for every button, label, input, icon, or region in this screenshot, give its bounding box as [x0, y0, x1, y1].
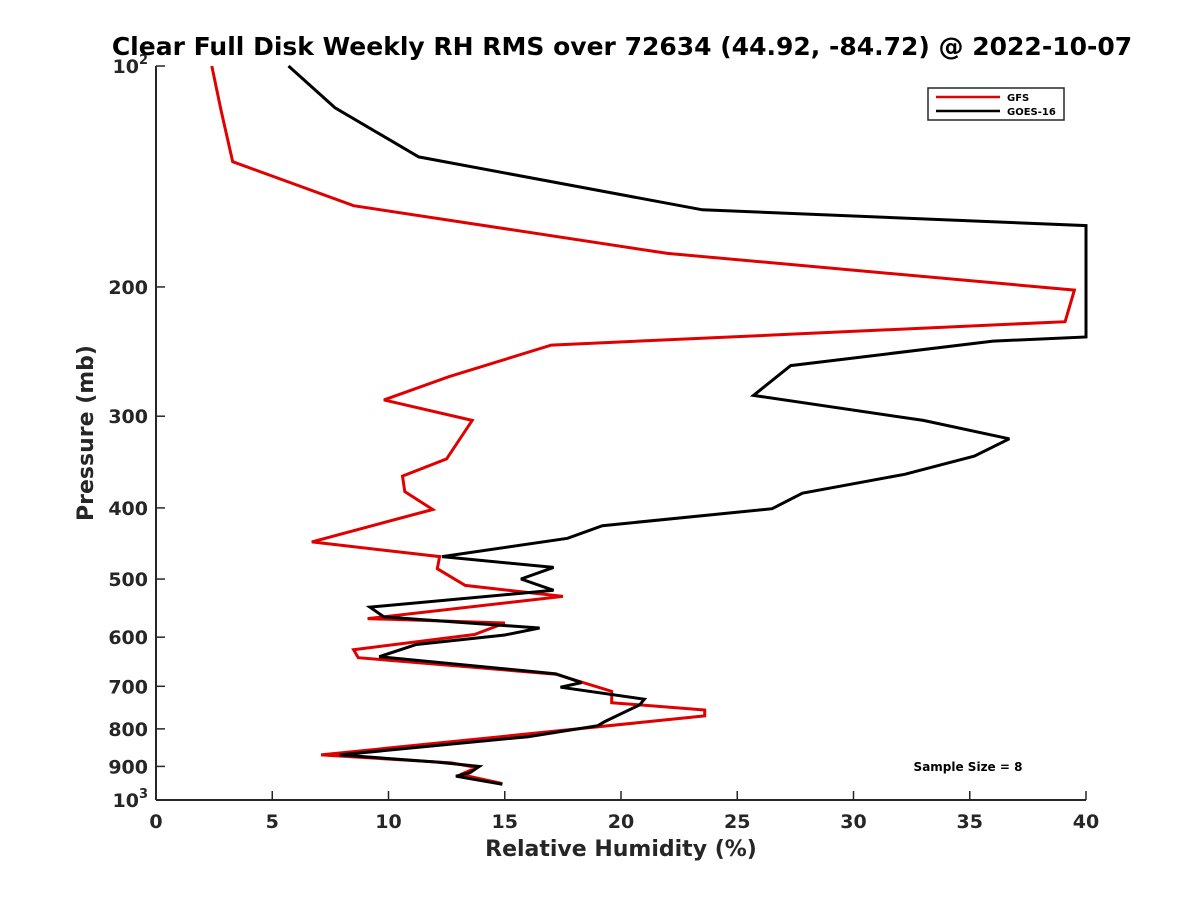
legend: GFS GOES-16: [927, 87, 1065, 121]
legend-label-gfs: GFS: [1007, 93, 1029, 104]
y-axis-label: Pressure (mb): [74, 345, 99, 521]
y-tick-label: 500: [108, 569, 148, 591]
legend-box: [927, 87, 1065, 121]
chart-title: Clear Full Disk Weekly RH RMS over 72634…: [112, 32, 1132, 61]
y-tick-label: 900: [108, 756, 148, 778]
x-tick-label: 25: [724, 811, 750, 833]
x-tick-label: 35: [957, 811, 983, 833]
y-tick-label: 400: [108, 498, 148, 520]
y-ticks: 102 200 300 400 500 600 700 800 900 103: [108, 53, 165, 812]
x-tick-label: 40: [1073, 811, 1099, 833]
x-tick-label: 5: [266, 811, 279, 833]
series-line-goes16: [287, 64, 1088, 786]
x-axis-label: Relative Humidity (%): [485, 837, 757, 862]
y-tick-label: 700: [108, 676, 148, 698]
sample-size-annotation: Sample Size = 8: [914, 760, 1023, 774]
x-tick-label: 15: [492, 811, 518, 833]
y-tick-label: 600: [108, 627, 148, 649]
y-tick-label: 300: [108, 406, 148, 428]
x-tick-label: 30: [840, 811, 866, 833]
y-tick-label: 200: [108, 277, 148, 299]
x-tick-label: 0: [149, 811, 162, 833]
x-ticks: 0 5 10 15 20 25 30 35 40: [149, 791, 1099, 833]
x-tick-label: 10: [375, 811, 401, 833]
x-tick-label: 20: [608, 811, 634, 833]
y-tick-label: 102: [113, 53, 149, 78]
plot-area: 0 5 10 15 20 25 30 35 40 102 200 300 400 500 600 700 80…: [108, 53, 1099, 833]
y-tick-label: 103: [113, 787, 149, 812]
series-layer: [210, 64, 1088, 786]
series-line-gfs: [210, 65, 1077, 786]
legend-label-goes16: GOES-16: [1007, 107, 1056, 118]
y-tick-label: 800: [108, 719, 148, 741]
